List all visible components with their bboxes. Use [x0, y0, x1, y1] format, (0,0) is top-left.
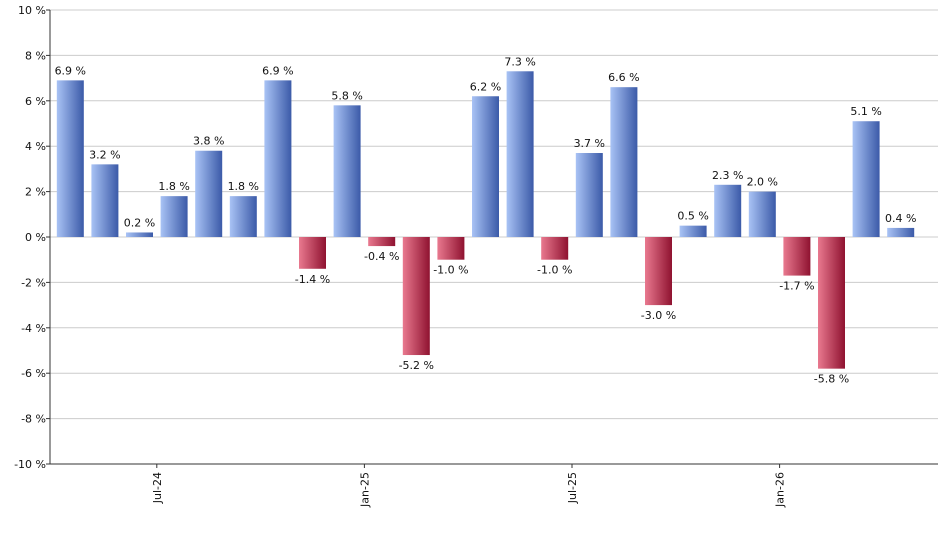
x-tick-label: Jul-24: [151, 472, 164, 504]
bar-Apr-25: [402, 237, 430, 356]
data-label: 6.9 %: [55, 64, 86, 77]
bar-Apr-26: [818, 237, 845, 369]
bar-Aug-24: [126, 232, 153, 237]
bar-Jul-24: [91, 164, 119, 237]
bar-Jan-25: [299, 237, 326, 269]
data-labels: 6.9 % 3.2 % 0.2 % 1.8 % 3.8 % 1.8 % 6.9 % -1.4 …: [55, 55, 917, 385]
data-label: 6.6 %: [608, 71, 639, 84]
data-label: 0.2 %: [124, 216, 155, 229]
data-label: -1.0 %: [537, 264, 572, 277]
bar-Mar-25: [368, 237, 396, 247]
data-label: 7.3 %: [504, 55, 535, 68]
data-label: 1.8 %: [158, 180, 189, 193]
data-label: 0.5 %: [677, 210, 708, 223]
bar-Oct-24: [195, 150, 223, 237]
bar-Jun-25: [472, 96, 499, 237]
data-label: -3.0 %: [641, 309, 676, 322]
y-tick-label: 0 %: [25, 231, 46, 244]
bar-Jun-26: [887, 227, 915, 237]
bar-Aug-25: [541, 237, 569, 260]
bar-Feb-26: [748, 191, 776, 237]
bar-Jan-26: [714, 184, 742, 237]
data-label: 5.1 %: [850, 105, 881, 118]
y-tick-label: -8 %: [21, 413, 46, 426]
data-label: 0.4 %: [885, 212, 916, 225]
data-label: 1.8 %: [228, 180, 259, 193]
bar-Jul-25: [506, 71, 534, 237]
bar-May-25: [437, 237, 465, 260]
axes: -10 % -8 % -6 % -4 % -2 % 0 % 2 % 4 % 6 % 8 % 10 %…: [14, 4, 938, 508]
y-tick-label: 2 %: [25, 186, 46, 199]
data-label: -5.8 %: [814, 373, 849, 386]
x-tick-label: Jul-25: [566, 472, 579, 504]
x-tick-label: Jan-26: [774, 472, 787, 508]
data-label: 5.8 %: [331, 89, 362, 102]
y-tick-label: -2 %: [21, 276, 46, 289]
data-label: 2.3 %: [712, 169, 743, 182]
bar-Sep-24: [160, 196, 188, 237]
x-tick-label: Jan-25: [358, 472, 371, 508]
data-label: -1.0 %: [433, 264, 468, 277]
data-label: 6.2 %: [470, 80, 501, 93]
bar-Dec-24: [264, 80, 292, 238]
bar-Dec-25: [679, 225, 707, 237]
data-label: -5.2 %: [399, 359, 434, 372]
bar-Sep-25: [575, 153, 603, 237]
y-tick-label: -4 %: [21, 322, 46, 335]
bar-Feb-25: [333, 105, 361, 237]
y-tick-label: -6 %: [21, 367, 46, 380]
data-label: -0.4 %: [364, 250, 399, 263]
y-tick-label: 6 %: [25, 95, 46, 108]
data-label: -1.7 %: [779, 280, 814, 293]
bar-Nov-25: [645, 237, 672, 306]
bar-Nov-24: [229, 196, 257, 237]
y-tick-label: -10 %: [14, 458, 46, 471]
y-tick-label: 4 %: [25, 140, 46, 153]
bars: [56, 71, 915, 369]
data-label: 3.7 %: [574, 137, 605, 150]
bar-May-26: [852, 121, 880, 237]
bar-Oct-25: [610, 87, 638, 238]
data-label: -1.4 %: [295, 273, 330, 286]
data-label: 6.9 %: [262, 64, 293, 77]
data-label: 3.8 %: [193, 135, 224, 148]
y-tick-label: 8 %: [25, 49, 46, 62]
data-label: 3.2 %: [89, 148, 120, 161]
y-tick-label: 10 %: [18, 4, 46, 17]
bar-Jun-24: [56, 80, 84, 238]
data-label: 2.0 %: [747, 176, 778, 189]
bar-Mar-26: [783, 237, 811, 276]
